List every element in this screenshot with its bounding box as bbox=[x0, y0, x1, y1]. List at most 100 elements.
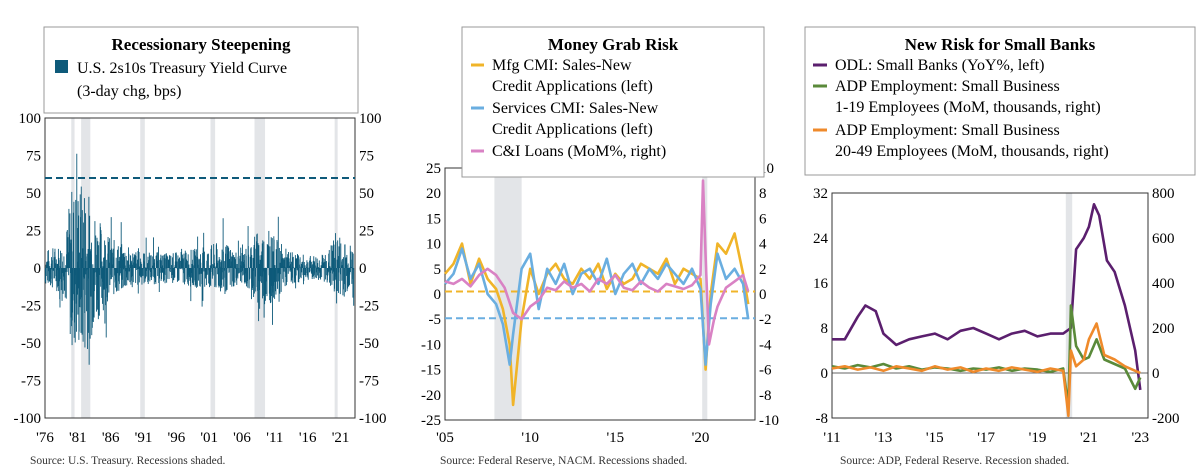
y-tick-label-right: 6 bbox=[759, 211, 767, 227]
x-tick-label: '76 bbox=[36, 430, 54, 446]
y-tick-label-left: -25 bbox=[21, 299, 41, 315]
x-tick-label: '01 bbox=[200, 430, 218, 446]
legend-label: U.S. 2s10s Treasury Yield Curve bbox=[77, 60, 287, 77]
x-tick-label: '16 bbox=[299, 430, 317, 446]
y-tick-label-right: 4 bbox=[759, 237, 767, 253]
y-tick-label-left: 0 bbox=[34, 261, 42, 277]
legend-label-line2: Credit Applications (left) bbox=[492, 78, 653, 95]
y-tick-label-left: 75 bbox=[26, 149, 41, 165]
plot-area: 32 24 16 8 0 -8 800 600 400 200 0 -200 '11 '13 '15 '17 '… bbox=[813, 186, 1180, 446]
series-line bbox=[444, 247, 750, 366]
y-tick-label-right: -2 bbox=[759, 312, 772, 328]
legend-label-line2: Credit Applications (left) bbox=[492, 121, 653, 138]
x-tick-label: '06 bbox=[233, 430, 251, 446]
y-tick-label-left: 5 bbox=[434, 262, 442, 278]
x-tick-label: '81 bbox=[69, 430, 87, 446]
chart-panel-money-grab-risk: 2520151050-5-10-15-20-251086420-2-4-6-8-… bbox=[421, 26, 779, 446]
recession-band bbox=[702, 168, 708, 420]
y-tick-label-right: 200 bbox=[1152, 321, 1175, 337]
chart-title: New Risk for Small Banks bbox=[905, 35, 1096, 54]
legend-box: Money Grab Risk Mfg CMI: Sales-New Credi… bbox=[461, 26, 765, 178]
x-tick-label: '23 bbox=[1131, 430, 1149, 446]
y-tick-label-right: -8 bbox=[759, 388, 772, 404]
x-tick-label: '05 bbox=[436, 430, 454, 446]
y-tick-label-right: 600 bbox=[1152, 231, 1175, 247]
source-note: Source: U.S. Treasury. Recessions shaded… bbox=[30, 455, 226, 467]
legend-label: ADP Employment: Small Business bbox=[835, 78, 1060, 95]
chart-panel-recessionary-steepening: 100 100 75 75 50 50 25 25 0 0 -25 -25 -50 -50 -75 -75 -1… bbox=[14, 26, 387, 446]
y-tick-label-left: -50 bbox=[21, 336, 41, 352]
series-line bbox=[832, 203, 1142, 391]
y-tick-label-left: 16 bbox=[813, 276, 829, 292]
y-tick-label-left: -75 bbox=[21, 374, 41, 390]
legend-label: C&I Loans (MoM%, right) bbox=[492, 143, 666, 160]
y-tick-label-right: -6 bbox=[759, 363, 772, 379]
y-tick-label-right: -75 bbox=[359, 374, 379, 390]
y-tick-label-right: 800 bbox=[1152, 186, 1175, 202]
legend-label-line2: 1-19 Employees (MoM, thousands, right) bbox=[835, 99, 1101, 116]
y-tick-label-right: -100 bbox=[359, 411, 387, 427]
y-tick-label-left: -10 bbox=[421, 337, 441, 353]
y-tick-label-right: 100 bbox=[359, 111, 382, 127]
x-tick-label: '15 bbox=[926, 430, 944, 446]
y-tick-label-right: -25 bbox=[359, 299, 379, 315]
x-tick-label: '11 bbox=[823, 430, 840, 446]
chart-title: Money Grab Risk bbox=[548, 35, 679, 54]
chart-title: Recessionary Steepening bbox=[112, 35, 291, 54]
legend-swatch bbox=[55, 60, 68, 73]
y-tick-label-left: 32 bbox=[813, 186, 828, 202]
recession-band bbox=[1065, 193, 1073, 418]
chart-panel-new-risk-small-banks: 32 24 16 8 0 -8 800 600 400 200 0 -200 '11 '13 '15 '17 '… bbox=[804, 26, 1196, 446]
source-note: Source: Federal Reserve, NACM. Recession… bbox=[440, 455, 688, 467]
x-tick-label: '17 bbox=[977, 430, 995, 446]
legend-label-line2: (3-day chg, bps) bbox=[77, 83, 181, 100]
legend-label-line2: 20-49 Employees (MoM, thousands, right) bbox=[835, 143, 1109, 160]
x-tick-label: '15 bbox=[606, 430, 624, 446]
legend-label: Mfg CMI: Sales-New bbox=[492, 57, 632, 74]
y-tick-label-right: 0 bbox=[759, 287, 767, 303]
x-tick-label: '11 bbox=[266, 430, 283, 446]
y-tick-label-left: -25 bbox=[421, 413, 441, 429]
y-tick-label-right: 2 bbox=[759, 262, 767, 278]
y-tick-label-right: 8 bbox=[759, 186, 767, 202]
y-tick-label-left: -8 bbox=[816, 411, 829, 427]
y-tick-label-right: 50 bbox=[359, 186, 374, 202]
y-tick-label-left: 100 bbox=[19, 111, 42, 127]
plot-area: 100 100 75 75 50 50 25 25 0 0 -25 -25 -50 -50 -75 -75 -1… bbox=[14, 111, 387, 446]
y-tick-label-left: -20 bbox=[421, 388, 441, 404]
y-tick-label-right: 25 bbox=[359, 224, 374, 240]
x-tick-label: '21 bbox=[1080, 430, 1098, 446]
x-tick-label: '13 bbox=[875, 430, 893, 446]
legend-label: ODL: Small Banks (YoY%, left) bbox=[835, 57, 1044, 74]
y-tick-label-right: -4 bbox=[759, 337, 772, 353]
x-tick-label: '91 bbox=[135, 430, 153, 446]
y-tick-label-left: 24 bbox=[813, 231, 829, 247]
y-tick-label-right: 75 bbox=[359, 149, 374, 165]
y-tick-label-left: -15 bbox=[421, 363, 441, 379]
y-tick-label-left: 50 bbox=[26, 186, 41, 202]
x-tick-label: '20 bbox=[692, 430, 710, 446]
y-tick-label-right: -10 bbox=[759, 413, 779, 429]
y-tick-label-left: 0 bbox=[821, 366, 829, 382]
legend-label: Services CMI: Sales-New bbox=[492, 100, 659, 117]
y-tick-label-left: -5 bbox=[429, 312, 442, 328]
source-note: Source: ADP, Federal Reserve. Recession … bbox=[840, 455, 1070, 467]
y-tick-label-right: 400 bbox=[1152, 276, 1175, 292]
legend-label: ADP Employment: Small Business bbox=[835, 122, 1060, 139]
y-tick-label-right: 0 bbox=[1152, 366, 1160, 382]
x-tick-label: '21 bbox=[332, 430, 350, 446]
y-tick-label-left: -100 bbox=[14, 411, 42, 427]
y-tick-label-left: 25 bbox=[26, 224, 41, 240]
plot-area: 2520151050-5-10-15-20-251086420-2-4-6-8-… bbox=[421, 161, 779, 446]
legend-box: Recessionary Steepening U.S. 2s10s Treas… bbox=[43, 26, 359, 114]
y-tick-label-right: -50 bbox=[359, 336, 379, 352]
x-tick-label: '10 bbox=[521, 430, 539, 446]
y-tick-label-left: 0 bbox=[434, 287, 442, 303]
y-tick-label-left: 20 bbox=[426, 186, 441, 202]
x-tick-label: '86 bbox=[102, 430, 120, 446]
series-line bbox=[831, 322, 1141, 418]
x-tick-label: '19 bbox=[1029, 430, 1047, 446]
plot-frame bbox=[831, 192, 1149, 419]
y-tick-label-right: -200 bbox=[1152, 411, 1180, 427]
y-tick-label-left: 10 bbox=[426, 237, 441, 253]
